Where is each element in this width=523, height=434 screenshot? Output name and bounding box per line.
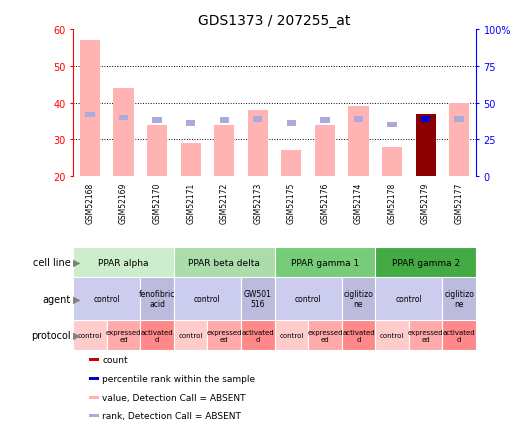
Text: GW501
516: GW501 516 xyxy=(244,289,272,309)
Bar xyxy=(241,277,275,321)
Bar xyxy=(348,107,369,177)
Bar xyxy=(89,396,99,399)
Bar xyxy=(375,277,442,321)
Bar xyxy=(152,118,162,124)
Bar xyxy=(308,321,342,350)
Bar xyxy=(287,121,296,127)
Bar xyxy=(89,358,99,361)
Text: GSM52172: GSM52172 xyxy=(220,182,229,224)
Text: control: control xyxy=(279,332,303,339)
Text: GDS1373 / 207255_at: GDS1373 / 207255_at xyxy=(198,14,351,28)
Text: control: control xyxy=(94,294,120,303)
Text: ▶: ▶ xyxy=(73,257,81,267)
Bar xyxy=(220,118,229,124)
Text: PPAR beta delta: PPAR beta delta xyxy=(188,258,260,267)
Text: agent: agent xyxy=(42,294,71,304)
Text: control: control xyxy=(194,294,221,303)
Text: control: control xyxy=(380,332,404,339)
Text: value, Detection Call = ABSENT: value, Detection Call = ABSENT xyxy=(102,393,246,402)
Text: fenofibric
acid: fenofibric acid xyxy=(139,289,175,309)
Text: activated
d: activated d xyxy=(141,329,174,342)
Text: percentile rank within the sample: percentile rank within the sample xyxy=(102,374,255,383)
Text: GSM52168: GSM52168 xyxy=(85,182,95,224)
Text: control: control xyxy=(78,332,102,339)
Text: GSM52171: GSM52171 xyxy=(186,182,195,224)
Text: expressed
ed: expressed ed xyxy=(307,329,343,342)
Bar xyxy=(320,118,329,124)
Text: control: control xyxy=(178,332,203,339)
Bar xyxy=(119,115,128,121)
Text: expressed
ed: expressed ed xyxy=(106,329,141,342)
Text: control: control xyxy=(295,294,322,303)
Bar xyxy=(214,125,234,177)
Text: activated
d: activated d xyxy=(242,329,274,342)
Text: GSM52173: GSM52173 xyxy=(253,182,263,224)
Bar xyxy=(275,321,308,350)
Text: GSM52170: GSM52170 xyxy=(153,182,162,224)
Bar xyxy=(248,111,268,177)
Bar xyxy=(442,277,476,321)
Text: ciglitizo
ne: ciglitizo ne xyxy=(344,289,373,309)
Bar xyxy=(354,117,363,122)
Text: expressed
ed: expressed ed xyxy=(207,329,242,342)
Text: GSM52174: GSM52174 xyxy=(354,182,363,224)
Text: expressed
ed: expressed ed xyxy=(408,329,444,342)
Bar xyxy=(107,321,140,350)
Bar xyxy=(421,117,430,122)
Bar xyxy=(454,117,464,122)
Bar xyxy=(275,277,342,321)
Text: GSM52169: GSM52169 xyxy=(119,182,128,224)
Text: ▶: ▶ xyxy=(73,294,81,304)
Bar xyxy=(342,321,375,350)
Bar xyxy=(342,277,375,321)
Text: count: count xyxy=(102,355,128,364)
Text: PPAR gamma 2: PPAR gamma 2 xyxy=(392,258,460,267)
Bar xyxy=(388,122,397,128)
Bar xyxy=(382,147,402,177)
Text: activated
d: activated d xyxy=(342,329,375,342)
Bar xyxy=(409,321,442,350)
Bar xyxy=(208,321,241,350)
Text: rank, Detection Call = ABSENT: rank, Detection Call = ABSENT xyxy=(102,411,241,421)
Bar xyxy=(113,89,134,177)
Text: protocol: protocol xyxy=(31,330,71,340)
Bar xyxy=(186,121,196,127)
Bar xyxy=(140,277,174,321)
Bar xyxy=(174,321,208,350)
Bar xyxy=(174,277,241,321)
Bar xyxy=(89,377,99,380)
Bar xyxy=(375,321,409,350)
Bar xyxy=(315,125,335,177)
Bar xyxy=(73,321,107,350)
Bar xyxy=(241,321,275,350)
Text: activated
d: activated d xyxy=(443,329,475,342)
Bar xyxy=(180,144,201,177)
Text: GSM52175: GSM52175 xyxy=(287,182,296,224)
Text: PPAR alpha: PPAR alpha xyxy=(98,258,149,267)
Bar xyxy=(85,112,95,118)
Bar xyxy=(147,125,167,177)
Text: GSM52176: GSM52176 xyxy=(321,182,329,224)
Text: cell line: cell line xyxy=(33,257,71,267)
Bar xyxy=(89,414,99,418)
Bar xyxy=(140,321,174,350)
Bar xyxy=(275,247,375,277)
Bar xyxy=(73,247,174,277)
Bar xyxy=(415,115,436,177)
Bar xyxy=(449,103,469,177)
Bar xyxy=(375,247,476,277)
Text: GSM52178: GSM52178 xyxy=(388,182,396,224)
Text: PPAR gamma 1: PPAR gamma 1 xyxy=(291,258,359,267)
Bar xyxy=(442,321,476,350)
Text: ciglitizo
ne: ciglitizo ne xyxy=(444,289,474,309)
Text: GSM52177: GSM52177 xyxy=(454,182,464,224)
Bar xyxy=(281,151,301,177)
Text: control: control xyxy=(395,294,422,303)
Bar xyxy=(73,277,140,321)
Bar xyxy=(174,247,275,277)
Text: ▶: ▶ xyxy=(73,330,81,340)
Bar xyxy=(80,41,100,177)
Text: GSM52179: GSM52179 xyxy=(421,182,430,224)
Bar xyxy=(253,117,263,122)
